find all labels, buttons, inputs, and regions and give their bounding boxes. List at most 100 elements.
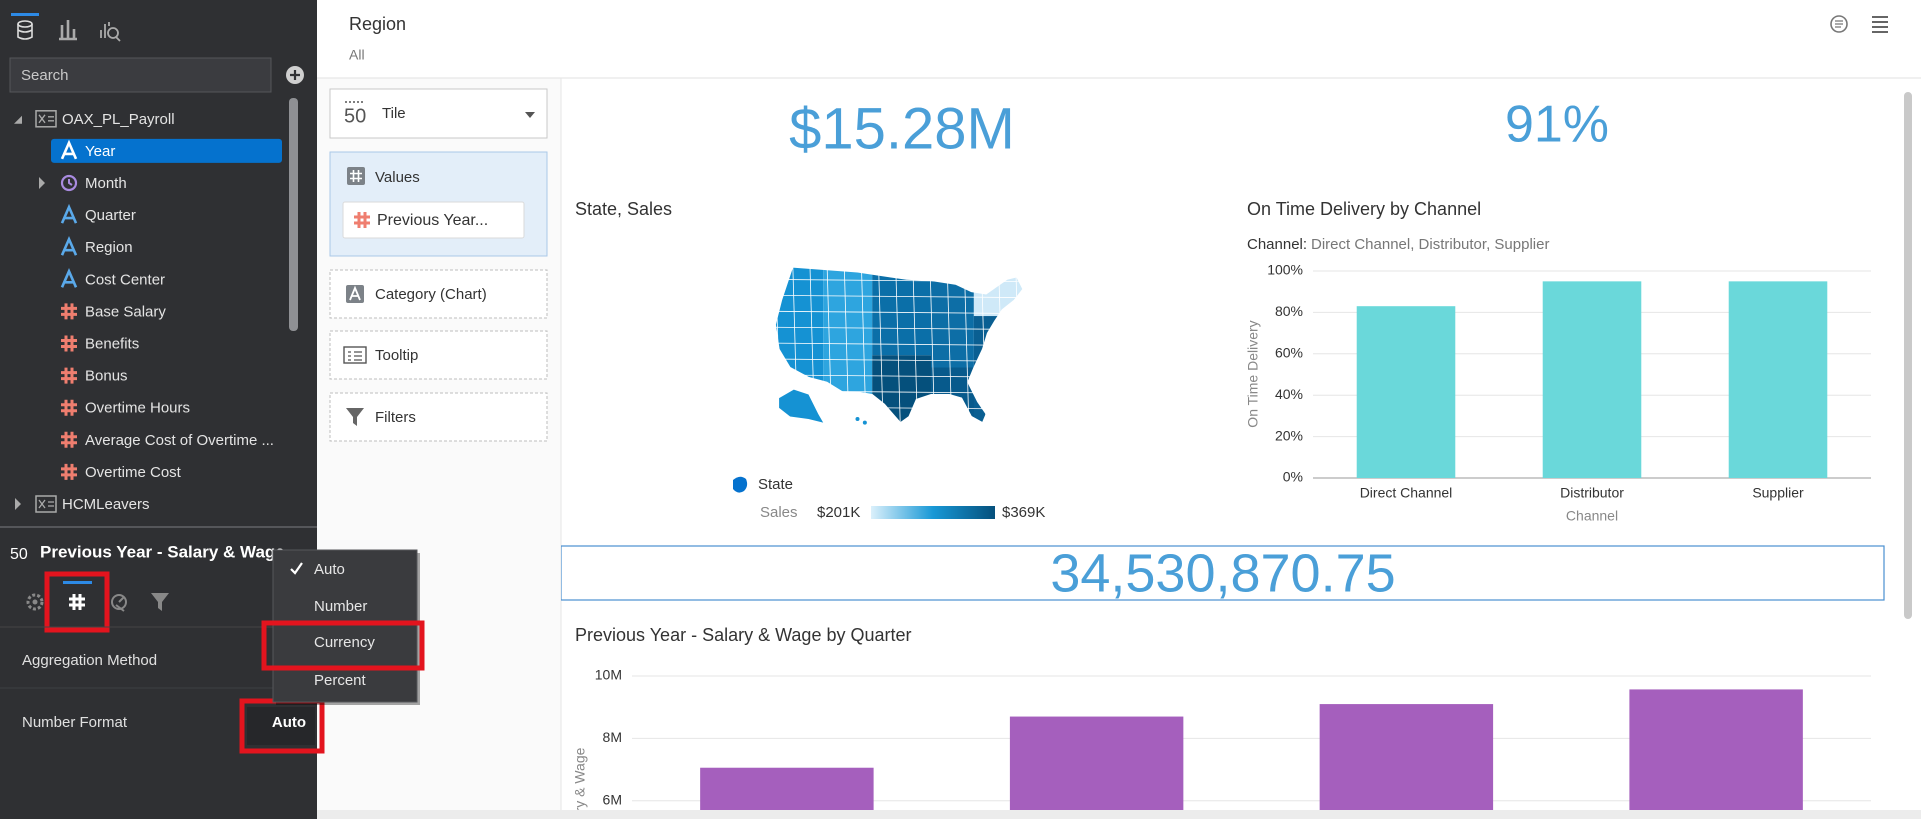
tree-row[interactable]: Bonus xyxy=(61,368,128,385)
glyph xyxy=(61,431,77,448)
glyph xyxy=(68,179,73,186)
drop-label: Tooltip xyxy=(375,347,418,364)
num-icon xyxy=(61,303,77,320)
highlight-box xyxy=(44,571,110,633)
type-icon: 50 xyxy=(344,105,366,127)
tree-row[interactable]: Cost Center xyxy=(60,268,165,288)
legend-gradient xyxy=(871,506,995,519)
glyph xyxy=(61,463,77,480)
tree-row[interactable]: Base Salary xyxy=(61,303,166,320)
menu-item[interactable]: Number xyxy=(314,598,367,615)
attr-icon xyxy=(60,268,78,288)
drop-box xyxy=(329,269,548,319)
tree-row[interactable]: Benefits xyxy=(61,335,139,352)
drop-zone[interactable]: Filters xyxy=(329,392,548,442)
glyph xyxy=(35,110,57,128)
tree-label: Year xyxy=(85,143,115,160)
glyph xyxy=(346,408,364,426)
legend-min: $201K xyxy=(817,504,860,521)
menu-button[interactable] xyxy=(1872,16,1888,33)
active-tab-bar xyxy=(11,13,39,16)
add-button[interactable] xyxy=(286,66,304,84)
drop-zone[interactable]: Tooltip xyxy=(329,330,548,380)
tree-row[interactable]: OAX_PL_Payroll xyxy=(14,110,175,128)
legend-label: State xyxy=(758,476,793,493)
filter-title[interactable]: Region xyxy=(349,14,406,34)
state-border xyxy=(775,310,1023,314)
y-tick-label: 10M xyxy=(595,667,622,683)
chart-filter-label: Channel: xyxy=(1247,236,1307,253)
state-border xyxy=(775,294,1023,299)
analytics-icon xyxy=(111,594,127,612)
glyph xyxy=(69,594,85,610)
glyph xyxy=(111,594,127,610)
menu-item[interactable]: Percent xyxy=(314,672,367,689)
num-icon xyxy=(61,335,77,352)
y-axis-label: On Time Delivery xyxy=(1245,320,1261,427)
map-region xyxy=(872,267,931,356)
tree-row[interactable]: Region xyxy=(60,235,133,256)
num-icon xyxy=(61,431,77,448)
menu-item[interactable]: Currency xyxy=(314,634,375,651)
tree-row[interactable]: Overtime Hours xyxy=(61,400,190,417)
menu-item[interactable]: Auto xyxy=(290,561,345,578)
ds-icon xyxy=(35,495,57,513)
drop-box xyxy=(329,330,548,380)
notes-button[interactable] xyxy=(1830,15,1848,33)
tree-scrollbar xyxy=(289,98,298,331)
icon xyxy=(59,20,77,41)
select-box xyxy=(329,88,548,139)
data-tab[interactable] xyxy=(17,20,33,40)
icon xyxy=(1872,16,1888,33)
visualize-tab[interactable] xyxy=(59,20,77,41)
number-format-button[interactable]: Auto xyxy=(247,707,315,745)
icon xyxy=(290,70,300,80)
num-icon xyxy=(61,367,77,384)
glyph xyxy=(60,203,78,224)
glyph xyxy=(60,235,78,256)
x-tick-label: Direct Channel xyxy=(1360,485,1453,501)
glyph xyxy=(61,399,77,416)
x-tick-label: Distributor xyxy=(1560,485,1624,501)
analytics-tab[interactable] xyxy=(100,22,121,42)
value-pill[interactable]: Previous Year... xyxy=(342,201,525,239)
canvas-scrollbar xyxy=(1904,92,1912,619)
tree-row[interactable]: HCMLeavers xyxy=(15,495,150,513)
tree-row[interactable]: Month xyxy=(39,174,127,192)
glyph xyxy=(354,212,370,228)
attr-icon xyxy=(60,203,78,224)
tree-label: Average Cost of Overtime ... xyxy=(85,432,274,449)
glyph xyxy=(151,593,169,611)
glyph xyxy=(343,346,367,364)
button-label: Auto xyxy=(272,714,306,731)
glyph xyxy=(38,114,54,124)
main-background xyxy=(317,0,1921,819)
search-box[interactable]: Search xyxy=(9,57,272,93)
tree-row[interactable]: Average Cost of Overtime ... xyxy=(61,432,274,449)
tree-label: Region xyxy=(85,239,133,256)
format-menu: Auto Number Currency Percent xyxy=(272,549,420,705)
visualization-type-select[interactable]: 50 Tile xyxy=(329,88,548,139)
glyph xyxy=(60,174,78,192)
ds-icon xyxy=(35,110,57,128)
property-label: Aggregation Method xyxy=(22,652,157,669)
tree-label: HCMLeavers xyxy=(62,496,150,513)
tree-row[interactable]: Quarter xyxy=(60,203,136,224)
num-icon xyxy=(354,212,370,228)
num-icon xyxy=(61,463,77,480)
tree-row[interactable]: Year xyxy=(51,138,282,163)
y-tick-label: 40% xyxy=(1275,386,1303,402)
bar xyxy=(1728,281,1828,478)
state-border xyxy=(895,267,901,423)
expand-arrow xyxy=(39,177,45,189)
y-tick-label: 100% xyxy=(1267,262,1303,278)
y-axis-label: Salary & Wage xyxy=(572,747,588,819)
glyph xyxy=(61,367,77,384)
glyph xyxy=(348,351,362,361)
drop-zone[interactable]: Category (Chart) xyxy=(329,269,548,319)
title-icon: 50 xyxy=(10,546,28,563)
filter-icon xyxy=(151,593,169,611)
tree-row[interactable]: Overtime Cost xyxy=(61,464,182,481)
menu-item-label: Number xyxy=(314,598,367,615)
